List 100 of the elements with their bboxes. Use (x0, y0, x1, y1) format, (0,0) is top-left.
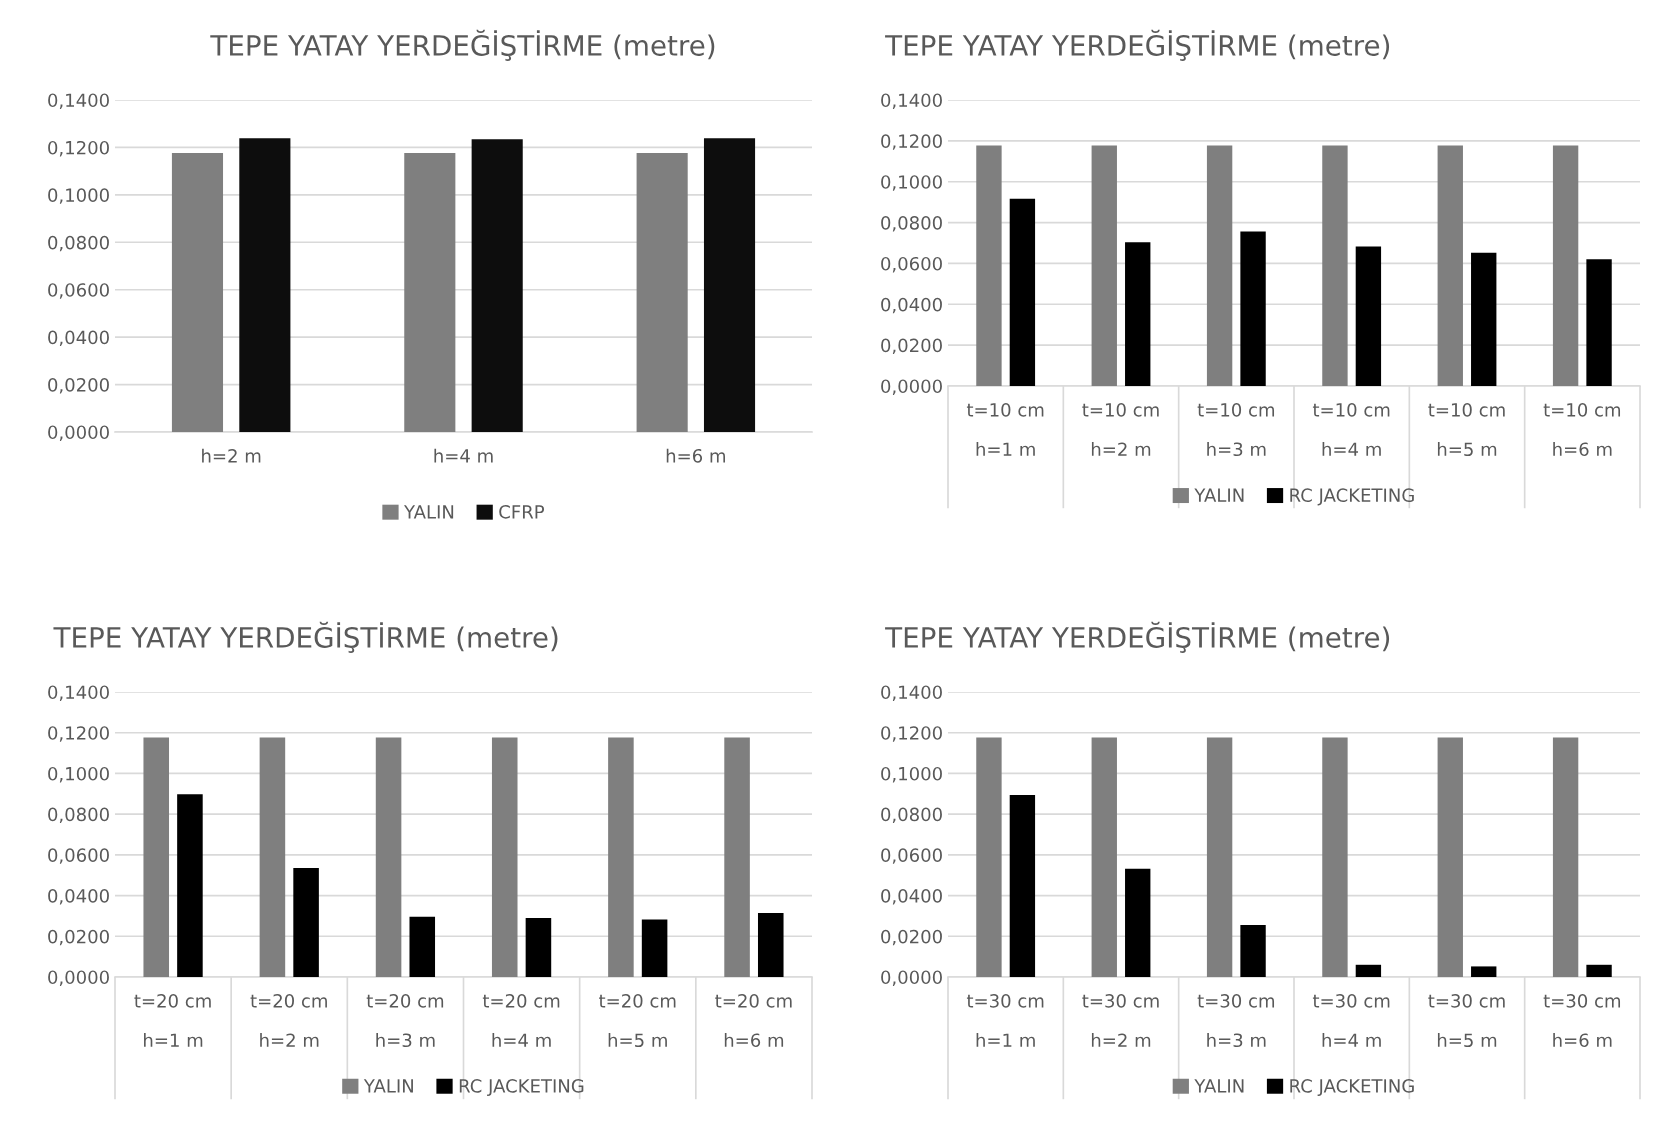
category-label: t=10 cm h=6 m (1543, 402, 1621, 457)
chart-title: TEPE YATAY YERDEĞİŞTİRME (metre) (885, 621, 1390, 653)
bar (177, 794, 203, 977)
bar (525, 917, 552, 977)
y-tick-label: 0,1200 (881, 726, 942, 742)
bar (1437, 737, 1463, 977)
y-tick-label: 0,0600 (48, 848, 109, 864)
x-tick-label: h=6 m (666, 448, 725, 463)
bar (1586, 259, 1612, 386)
y-tick-label: 0,1200 (48, 726, 109, 742)
bar (976, 145, 1002, 386)
y-tick-label: 0,0400 (881, 297, 942, 314)
bar (757, 913, 784, 977)
y-tick-label: 0,0400 (48, 889, 109, 905)
bar (1091, 737, 1117, 977)
bar (636, 153, 688, 432)
category-label: t=20 cm h=6 m (715, 993, 792, 1048)
chart-title: TEPE YATAY YERDEĞİŞTİRME (metre) (885, 29, 1390, 61)
bar (1240, 925, 1266, 977)
category-label: t=10 cm h=1 m (966, 402, 1044, 456)
bar (143, 737, 170, 977)
category-label: t=20 cm h=3 m (366, 993, 444, 1048)
legend-label: YALIN (403, 505, 454, 519)
bar (171, 153, 224, 432)
bar (703, 138, 756, 432)
category-label: t=20 cm h=1 m (134, 993, 211, 1047)
y-tick-label: 0,0600 (881, 848, 942, 864)
bar (1552, 737, 1579, 977)
y-tick-label: 0,0800 (48, 807, 109, 824)
bar (1125, 242, 1151, 386)
bar (1206, 737, 1233, 977)
bar (641, 919, 668, 977)
bar (375, 737, 402, 977)
category-label: t=10 cm h=5 m (1428, 402, 1505, 457)
y-tick-label: 0,0400 (48, 330, 109, 347)
y-tick-label: 0,0600 (881, 256, 942, 273)
bar (1206, 145, 1233, 386)
category-label: t=30 cm h=6 m (1543, 993, 1621, 1048)
y-tick-label: 0,0200 (881, 929, 942, 946)
bar (1586, 964, 1612, 977)
category-label: t=30 cm h=1 m (966, 993, 1044, 1047)
y-tick-label: 0,1200 (881, 134, 942, 150)
category-label: t=30 cm h=3 m (1197, 993, 1275, 1048)
bar (1009, 795, 1036, 977)
bar (608, 737, 634, 977)
y-tick-label: 0,0800 (48, 235, 109, 252)
y-tick-label: 0,1400 (48, 685, 109, 701)
bar (404, 153, 456, 432)
y-tick-label: 0,0000 (881, 379, 942, 395)
y-tick-label: 0,0200 (48, 378, 109, 394)
bar (1240, 231, 1266, 386)
y-tick-label: 0,0400 (881, 889, 942, 905)
bar (293, 867, 319, 977)
y-tick-label: 0,0800 (881, 216, 942, 232)
bar (259, 737, 286, 977)
bar (1471, 966, 1497, 977)
category-label: t=20 cm h=2 m (250, 993, 327, 1047)
y-tick-label: 0,1000 (48, 766, 109, 783)
y-tick-label: 0,0200 (48, 929, 109, 946)
bar (724, 737, 750, 977)
category-label: t=10 cm h=4 m (1312, 402, 1390, 456)
bar (1091, 145, 1117, 386)
category-label: t=30 cm h=2 m (1082, 993, 1159, 1047)
bar (409, 916, 436, 977)
y-tick-label: 0,1200 (48, 140, 109, 157)
bar (491, 737, 518, 977)
legend-label: CFRP (499, 505, 545, 519)
y-tick-label: 0,0000 (48, 970, 109, 986)
chart-title: TEPE YATAY YERDEĞİŞTİRME (metre) (210, 29, 715, 61)
bar (1125, 868, 1151, 977)
y-tick-label: 0,0000 (881, 970, 942, 986)
bar (1355, 964, 1382, 977)
legend-label: RC JACKETING (459, 1079, 584, 1097)
category-label: t=10 cm h=3 m (1197, 402, 1275, 457)
y-tick-label: 0,0600 (48, 283, 109, 299)
bar (1471, 252, 1497, 386)
bar (1322, 145, 1348, 386)
bar (1552, 145, 1579, 386)
legend-label: YALIN (1194, 488, 1244, 502)
x-tick-label: h=2 m (202, 448, 261, 463)
y-tick-label: 0,1000 (48, 188, 109, 204)
y-tick-label: 0,0800 (881, 807, 942, 824)
x-tick-label: h=4 m (434, 448, 493, 463)
category-label: t=20 cm h=5 m (599, 993, 676, 1048)
y-tick-label: 0,1000 (881, 766, 942, 783)
bar (976, 737, 1002, 977)
bar (1355, 246, 1382, 386)
category-label: t=30 cm h=4 m (1312, 993, 1390, 1047)
chart-title: TEPE YATAY YERDEĞİŞTİRME (metre) (53, 621, 558, 653)
legend-label: RC JACKETING (1290, 1079, 1414, 1097)
y-tick-label: 0,1400 (48, 93, 109, 109)
category-label: t=20 cm h=4 m (482, 993, 560, 1047)
bar (239, 138, 291, 432)
category-label: t=10 cm h=2 m (1082, 402, 1159, 456)
y-tick-label: 0,0200 (881, 338, 942, 355)
bar (471, 139, 523, 432)
bar (1322, 737, 1348, 977)
legend-label: RC JACKETING (1290, 488, 1414, 506)
bar (1437, 145, 1463, 386)
y-tick-label: 0,1000 (881, 175, 942, 191)
